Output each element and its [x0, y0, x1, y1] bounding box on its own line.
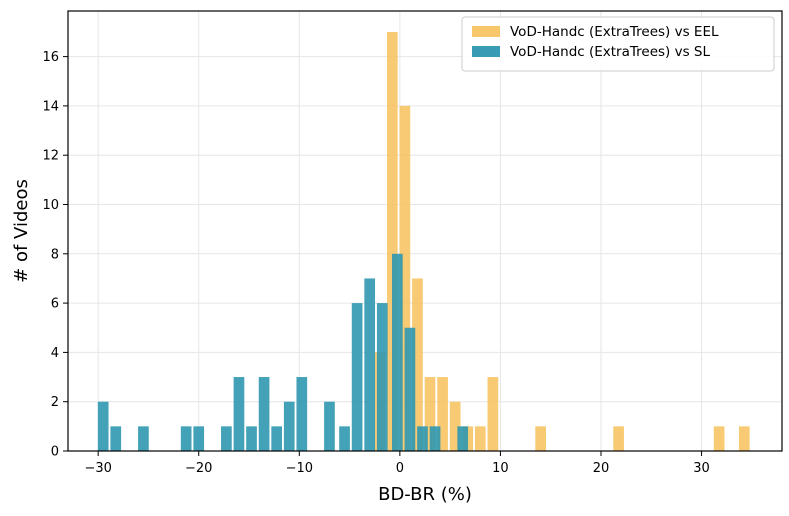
- legend-label-sl: VoD-Handc (ExtraTrees) vs SL: [510, 44, 710, 60]
- y-tick-label-3: 6: [51, 297, 59, 312]
- y-tick-label-8: 16: [42, 50, 59, 65]
- bar-eel-6: [449, 401, 461, 451]
- x-axis-label: BD-BR (%): [378, 484, 472, 505]
- bar-sl-15: [364, 278, 376, 451]
- legend-label-eel: VoD-Handc (ExtraTrees) vs EEL: [510, 24, 719, 40]
- bar-sl-9: [271, 426, 283, 451]
- bar-sl-16: [376, 303, 388, 451]
- bar-sl-0: [97, 401, 109, 451]
- y-tick-label-2: 4: [51, 346, 59, 361]
- x-tick-label-1: −20: [185, 461, 212, 476]
- bar-eel-4: [424, 377, 436, 451]
- bar-sl-19: [417, 426, 428, 451]
- bar-eel-1: [386, 31, 398, 451]
- bar-sl-17: [392, 253, 403, 451]
- bar-sl-2: [138, 426, 149, 451]
- bar-sl-7: [246, 426, 257, 451]
- bar-sl-4: [193, 426, 205, 451]
- legend-box: [461, 16, 775, 72]
- histogram-bars: [97, 31, 750, 451]
- bar-sl-5: [221, 426, 232, 451]
- legend: VoD-Handc (ExtraTrees) vs EEL VoD-Handc …: [461, 16, 775, 72]
- axis-ticks: −30 −20 −10 0 10 20 30 0 2 4 6 8 10 12 14 16: [42, 50, 709, 476]
- bar-sl-8: [258, 377, 270, 451]
- bar-eel-5: [437, 377, 448, 451]
- bar-sl-20: [429, 426, 441, 451]
- bar-sl-13: [339, 426, 350, 451]
- y-tick-label-1: 2: [51, 395, 59, 410]
- bar-sl-10: [283, 401, 295, 451]
- x-tick-label-3: 0: [396, 461, 404, 476]
- bar-sl-21: [457, 426, 469, 451]
- y-tick-label-7: 14: [42, 99, 59, 114]
- bar-eel-11: [613, 426, 624, 451]
- x-tick-label-4: 10: [492, 461, 509, 476]
- bar-eel-3: [412, 278, 423, 451]
- legend-swatch-sl: [472, 46, 500, 57]
- legend-swatch-eel: [472, 26, 500, 37]
- x-tick-label-6: 30: [693, 461, 710, 476]
- bar-eel-9: [487, 377, 499, 451]
- bar-sl-6: [233, 377, 245, 451]
- bar-sl-1: [110, 426, 122, 451]
- bar-eel-13: [738, 426, 750, 451]
- x-tick-label-0: −30: [84, 461, 111, 476]
- bar-sl-18: [404, 327, 416, 451]
- bar-sl-14: [351, 303, 363, 451]
- bar-sl-12: [324, 401, 335, 451]
- bar-eel-10: [535, 426, 546, 451]
- x-tick-label-2: −10: [286, 461, 313, 476]
- x-tick-label-5: 20: [593, 461, 610, 476]
- bar-eel-2: [399, 105, 411, 451]
- y-tick-label-6: 12: [42, 149, 59, 164]
- y-axis-label: # of Videos: [11, 179, 32, 283]
- y-tick-label-4: 8: [51, 247, 59, 262]
- plot-frame: [67, 10, 783, 452]
- y-tick-label-0: 0: [51, 445, 59, 460]
- y-tick-label-5: 10: [42, 198, 59, 213]
- bar-sl-3: [180, 426, 192, 451]
- bar-eel-12: [713, 426, 725, 451]
- bar-eel-8: [474, 426, 486, 451]
- bar-sl-11: [296, 377, 308, 451]
